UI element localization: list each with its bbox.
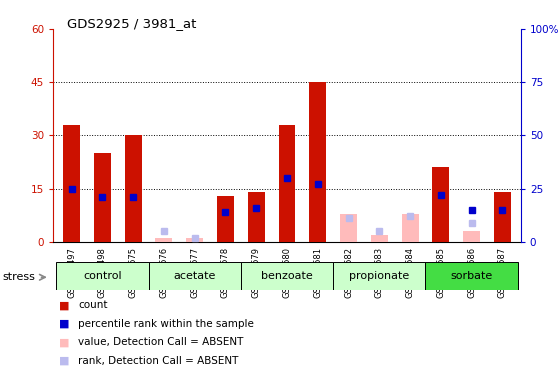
Text: ■: ■: [59, 356, 69, 366]
Bar: [156, 238, 172, 242]
Text: propionate: propionate: [349, 271, 409, 281]
Bar: [463, 231, 480, 242]
Bar: [309, 82, 326, 242]
Text: stress: stress: [3, 272, 36, 282]
Text: sorbate: sorbate: [450, 271, 493, 281]
Text: ■: ■: [59, 337, 69, 347]
Bar: [94, 153, 111, 242]
Text: GDS2925 / 3981_at: GDS2925 / 3981_at: [67, 17, 197, 30]
Text: ■: ■: [59, 319, 69, 329]
Bar: [432, 167, 449, 242]
Bar: [278, 125, 296, 242]
FancyBboxPatch shape: [148, 262, 241, 290]
Bar: [402, 214, 418, 242]
Bar: [371, 235, 388, 242]
FancyBboxPatch shape: [241, 262, 333, 290]
Text: ■: ■: [59, 300, 69, 310]
Bar: [217, 196, 234, 242]
Text: value, Detection Call = ABSENT: value, Detection Call = ABSENT: [78, 337, 244, 347]
Bar: [248, 192, 265, 242]
Text: count: count: [78, 300, 108, 310]
Bar: [125, 136, 142, 242]
Bar: [63, 125, 80, 242]
Text: control: control: [83, 271, 122, 281]
Bar: [186, 238, 203, 242]
FancyBboxPatch shape: [56, 262, 148, 290]
Text: benzoate: benzoate: [261, 271, 313, 281]
FancyBboxPatch shape: [333, 262, 426, 290]
Bar: [494, 192, 511, 242]
Text: percentile rank within the sample: percentile rank within the sample: [78, 319, 254, 329]
Text: rank, Detection Call = ABSENT: rank, Detection Call = ABSENT: [78, 356, 239, 366]
FancyBboxPatch shape: [426, 262, 518, 290]
Bar: [340, 214, 357, 242]
Text: acetate: acetate: [174, 271, 216, 281]
